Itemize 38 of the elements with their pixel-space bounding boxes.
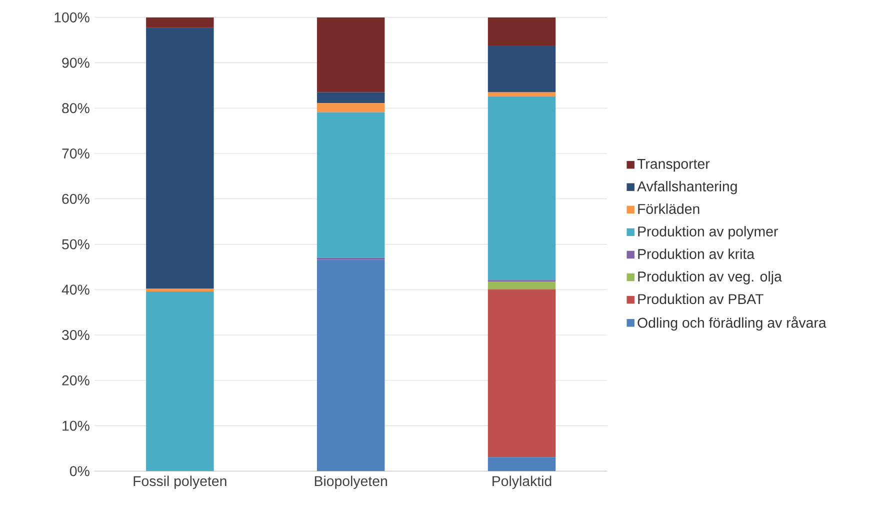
legend-label: Förkläden bbox=[638, 204, 700, 214]
bar bbox=[146, 28, 214, 289]
x-tick-label: Biopolyeten bbox=[314, 476, 387, 489]
y-tick-label: 50% bbox=[62, 239, 90, 250]
y-tick-label: 90% bbox=[62, 58, 90, 68]
bar bbox=[488, 289, 556, 458]
legend-label: Produktion av krita bbox=[638, 248, 755, 260]
bar bbox=[146, 288, 214, 292]
bar bbox=[316, 112, 385, 258]
legend-label: Produktion av PBAT bbox=[638, 294, 764, 304]
bar bbox=[488, 46, 556, 92]
bar bbox=[316, 17, 385, 92]
bar bbox=[488, 457, 556, 472]
bar bbox=[488, 281, 556, 290]
y-tick-label: 40% bbox=[62, 284, 90, 295]
y-tick-label: 70% bbox=[62, 148, 90, 159]
legend-label: Produktion av veg. olja bbox=[638, 271, 782, 284]
y-tick-label: 10% bbox=[62, 420, 90, 431]
y-tick-label: 60% bbox=[62, 194, 90, 204]
y-tick-label: 80% bbox=[62, 103, 90, 114]
bar bbox=[316, 260, 385, 472]
y-tick-label: 30% bbox=[62, 330, 90, 340]
bar bbox=[316, 103, 385, 112]
legend-label: Transporter bbox=[637, 158, 710, 172]
x-tick-label: Polylaktid bbox=[492, 476, 552, 489]
y-tick-label: 20% bbox=[62, 375, 90, 386]
bar bbox=[488, 96, 556, 280]
legend-label: Produktion av polymer bbox=[638, 226, 778, 240]
y-tick-label: 0% bbox=[70, 466, 90, 476]
bar bbox=[146, 17, 214, 28]
legend-label: Avfallshantering bbox=[637, 181, 737, 194]
x-tick-label: Fossil polyeten bbox=[134, 476, 226, 489]
y-tick-label: 100% bbox=[54, 12, 90, 22]
legend-label: Odling och förädling av råvara bbox=[638, 316, 826, 331]
bar bbox=[316, 92, 385, 104]
bar bbox=[488, 92, 556, 96]
bar bbox=[146, 291, 214, 472]
bar bbox=[488, 17, 556, 46]
